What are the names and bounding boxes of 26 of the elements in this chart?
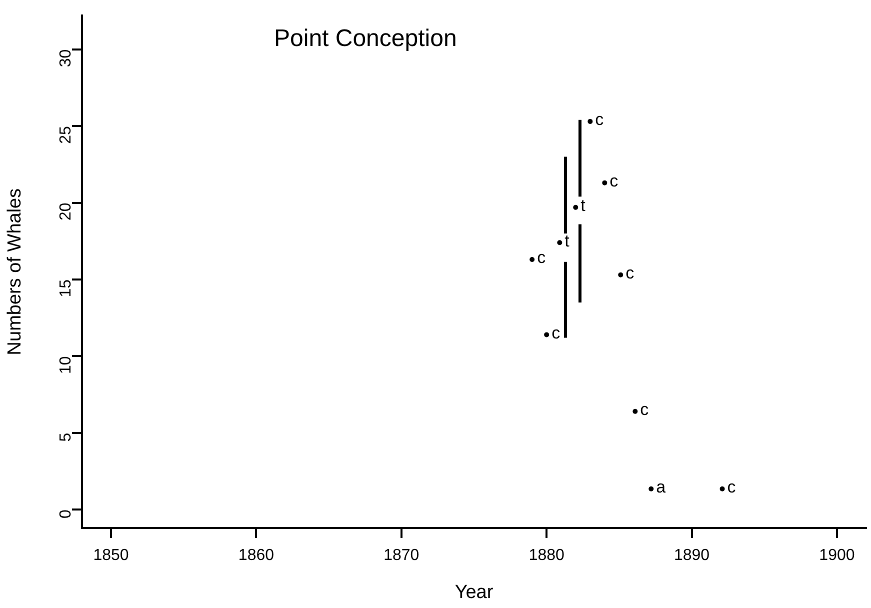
x-tick-label: 1900	[819, 547, 855, 564]
y-axis-title: Numbers of Whales	[4, 188, 26, 356]
text: c	[552, 323, 560, 342]
x-tick-label: 1880	[528, 547, 564, 564]
chart-title: Point Conception	[274, 25, 457, 52]
y-tick-label: 30	[57, 49, 74, 68]
text: c	[610, 172, 618, 191]
x-tick-label: 1890	[674, 547, 710, 564]
x-axis-title: Year	[454, 582, 494, 603]
text: c	[537, 248, 546, 268]
y-tick-label: 15	[57, 279, 74, 298]
text: c	[727, 478, 736, 497]
series-label: a	[656, 478, 666, 497]
y-tick-label: 25	[57, 126, 74, 144]
text: c	[626, 264, 634, 283]
x-tick-label: 1860	[238, 547, 274, 564]
y-tick-label: 10	[57, 356, 74, 374]
text: t	[564, 231, 570, 250]
series-label: t	[580, 196, 586, 216]
y-tick-label: 0	[57, 509, 74, 518]
x-tick-label: 1850	[93, 547, 129, 564]
series-label: c	[595, 110, 604, 130]
y-tick-label: 5	[57, 432, 74, 442]
text: c	[640, 400, 649, 420]
x-tick-label: 1870	[384, 547, 420, 564]
y-tick-label: 20	[57, 202, 74, 221]
